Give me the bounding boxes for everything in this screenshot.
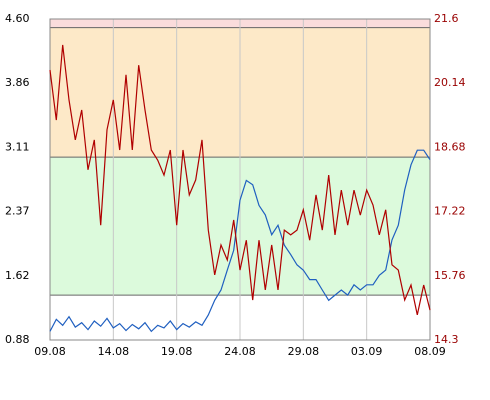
series-line — [49, 44, 431, 316]
x-tick-label: 24.08 — [224, 345, 256, 358]
x-tick-label: 03.09 — [351, 345, 383, 358]
y-tick-label: 4.60 — [5, 12, 30, 25]
y-tick-label: 3.11 — [5, 140, 30, 153]
x-tick-label: 09.08 — [34, 345, 66, 358]
y-tick-label: 2.37 — [5, 205, 30, 218]
x-tick-label: 19.08 — [161, 345, 193, 358]
y2-tick-label: 15.76 — [434, 269, 466, 282]
y2-tick-label: 14.3 — [434, 333, 459, 346]
x-tick-label: 29.08 — [288, 345, 320, 358]
y2-tick-label: 21.6 — [434, 12, 459, 25]
y2-tick-label: 17.22 — [434, 205, 466, 218]
x-tick-label: 14.08 — [98, 345, 130, 358]
y-tick-label: 0.88 — [5, 333, 30, 346]
series-line — [49, 149, 431, 333]
x-tick-label: 08.09 — [414, 345, 446, 358]
y-tick-label: 1.62 — [5, 269, 30, 282]
y-tick-label: 3.86 — [5, 76, 30, 89]
plot-frame — [49, 18, 431, 341]
y2-tick-label: 20.14 — [434, 76, 466, 89]
y2-tick-label: 18.68 — [434, 140, 466, 153]
